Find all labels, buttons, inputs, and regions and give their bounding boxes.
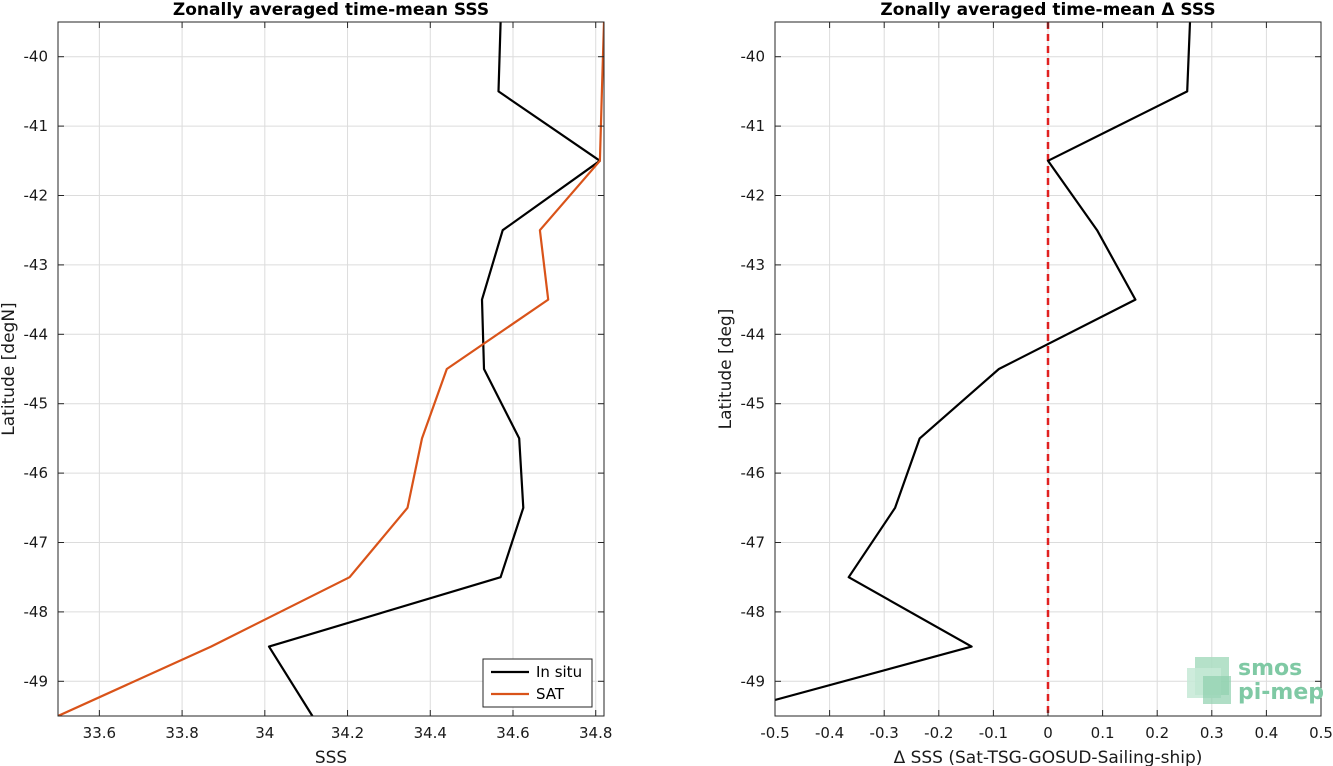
- series-line-delta-sss: [775, 22, 1192, 702]
- y-tick-label: -48: [24, 603, 49, 621]
- y-tick-label: -44: [741, 325, 766, 343]
- right-panel-delta-sss: -0.5 -0.4 -0.3 -0.2 -0.1 0 0.1 0.2 0.3 0.4 0.5 -40 -…: [716, 0, 1333, 766]
- y-tick-label: -43: [741, 256, 766, 274]
- x-tick-label: -0.5: [760, 724, 789, 742]
- axes-box: [57, 21, 605, 717]
- x-tick-label: 0.1: [1091, 724, 1115, 742]
- smos-pi-mep-logo: smos pi-mep: [1187, 656, 1324, 705]
- y-axis-label: Latitude [deg]: [716, 309, 736, 430]
- x-tick-label: -0.1: [979, 724, 1008, 742]
- legend-label: SAT: [536, 685, 565, 703]
- x-axis-label: SSS: [315, 748, 347, 766]
- y-tick-label: -48: [741, 603, 766, 621]
- y-tick-label: -40: [741, 48, 766, 66]
- x-tick-label: 34.8: [579, 724, 612, 742]
- y-tick-label: -44: [24, 325, 49, 343]
- y-tick-label: -46: [741, 464, 766, 482]
- x-axis-label: Δ SSS (Sat-TSG-GOSUD-Sailing-ship): [894, 748, 1203, 766]
- y-tick-label: -47: [741, 534, 766, 552]
- x-tick-label: 0.4: [1254, 724, 1278, 742]
- y-tick-label: -46: [24, 464, 49, 482]
- x-tick-label: -0.2: [924, 724, 953, 742]
- x-tick-label: 34: [255, 724, 274, 742]
- x-tick-label: 34.6: [496, 724, 529, 742]
- legend-box: [482, 658, 593, 708]
- chart-title: Zonally averaged time-mean Δ SSS: [880, 0, 1215, 20]
- x-tick-label: 34.2: [331, 724, 364, 742]
- x-tick-label: 33.6: [83, 724, 116, 742]
- y-tick-label: -40: [24, 48, 49, 66]
- x-tick-label: -0.4: [815, 724, 844, 742]
- y-axis-label: Latitude [degN]: [0, 302, 19, 435]
- y-tick-label: -49: [24, 672, 49, 690]
- y-tick-label: -41: [741, 117, 766, 135]
- y-tick-label: -42: [741, 187, 766, 205]
- x-tick-label: 34.4: [414, 724, 447, 742]
- series-line-sat: [58, 22, 604, 716]
- logo-mark-icon: [1187, 657, 1231, 704]
- y-tick-label: -47: [24, 534, 49, 552]
- y-tick-label: -45: [741, 395, 766, 413]
- x-tick-label: -0.3: [870, 724, 899, 742]
- x-tick-label: 33.8: [165, 724, 198, 742]
- left-panel-sss: 33.6 33.8 34 34.2 34.4 34.6 34.8 -40 -41 -42 -43 -4…: [0, 0, 612, 766]
- y-tick-label: -42: [24, 187, 49, 205]
- x-tick-label: 0.3: [1200, 724, 1224, 742]
- legend-label: In situ: [536, 663, 582, 681]
- series-line-in-situ: [267, 22, 602, 716]
- y-tick-label: -45: [24, 395, 49, 413]
- y-tick-label: -49: [741, 672, 766, 690]
- x-tick-label: 0.5: [1309, 724, 1333, 742]
- x-tick-label: 0: [1043, 724, 1053, 742]
- x-tick-label: 0.2: [1145, 724, 1169, 742]
- y-tick-label: -43: [24, 256, 49, 274]
- logo-text-smos: smos: [1238, 656, 1302, 681]
- y-tick-label: -41: [24, 117, 49, 135]
- logo-text-pi-mep: pi-mep: [1238, 680, 1324, 705]
- chart-title: Zonally averaged time-mean SSS: [173, 0, 489, 20]
